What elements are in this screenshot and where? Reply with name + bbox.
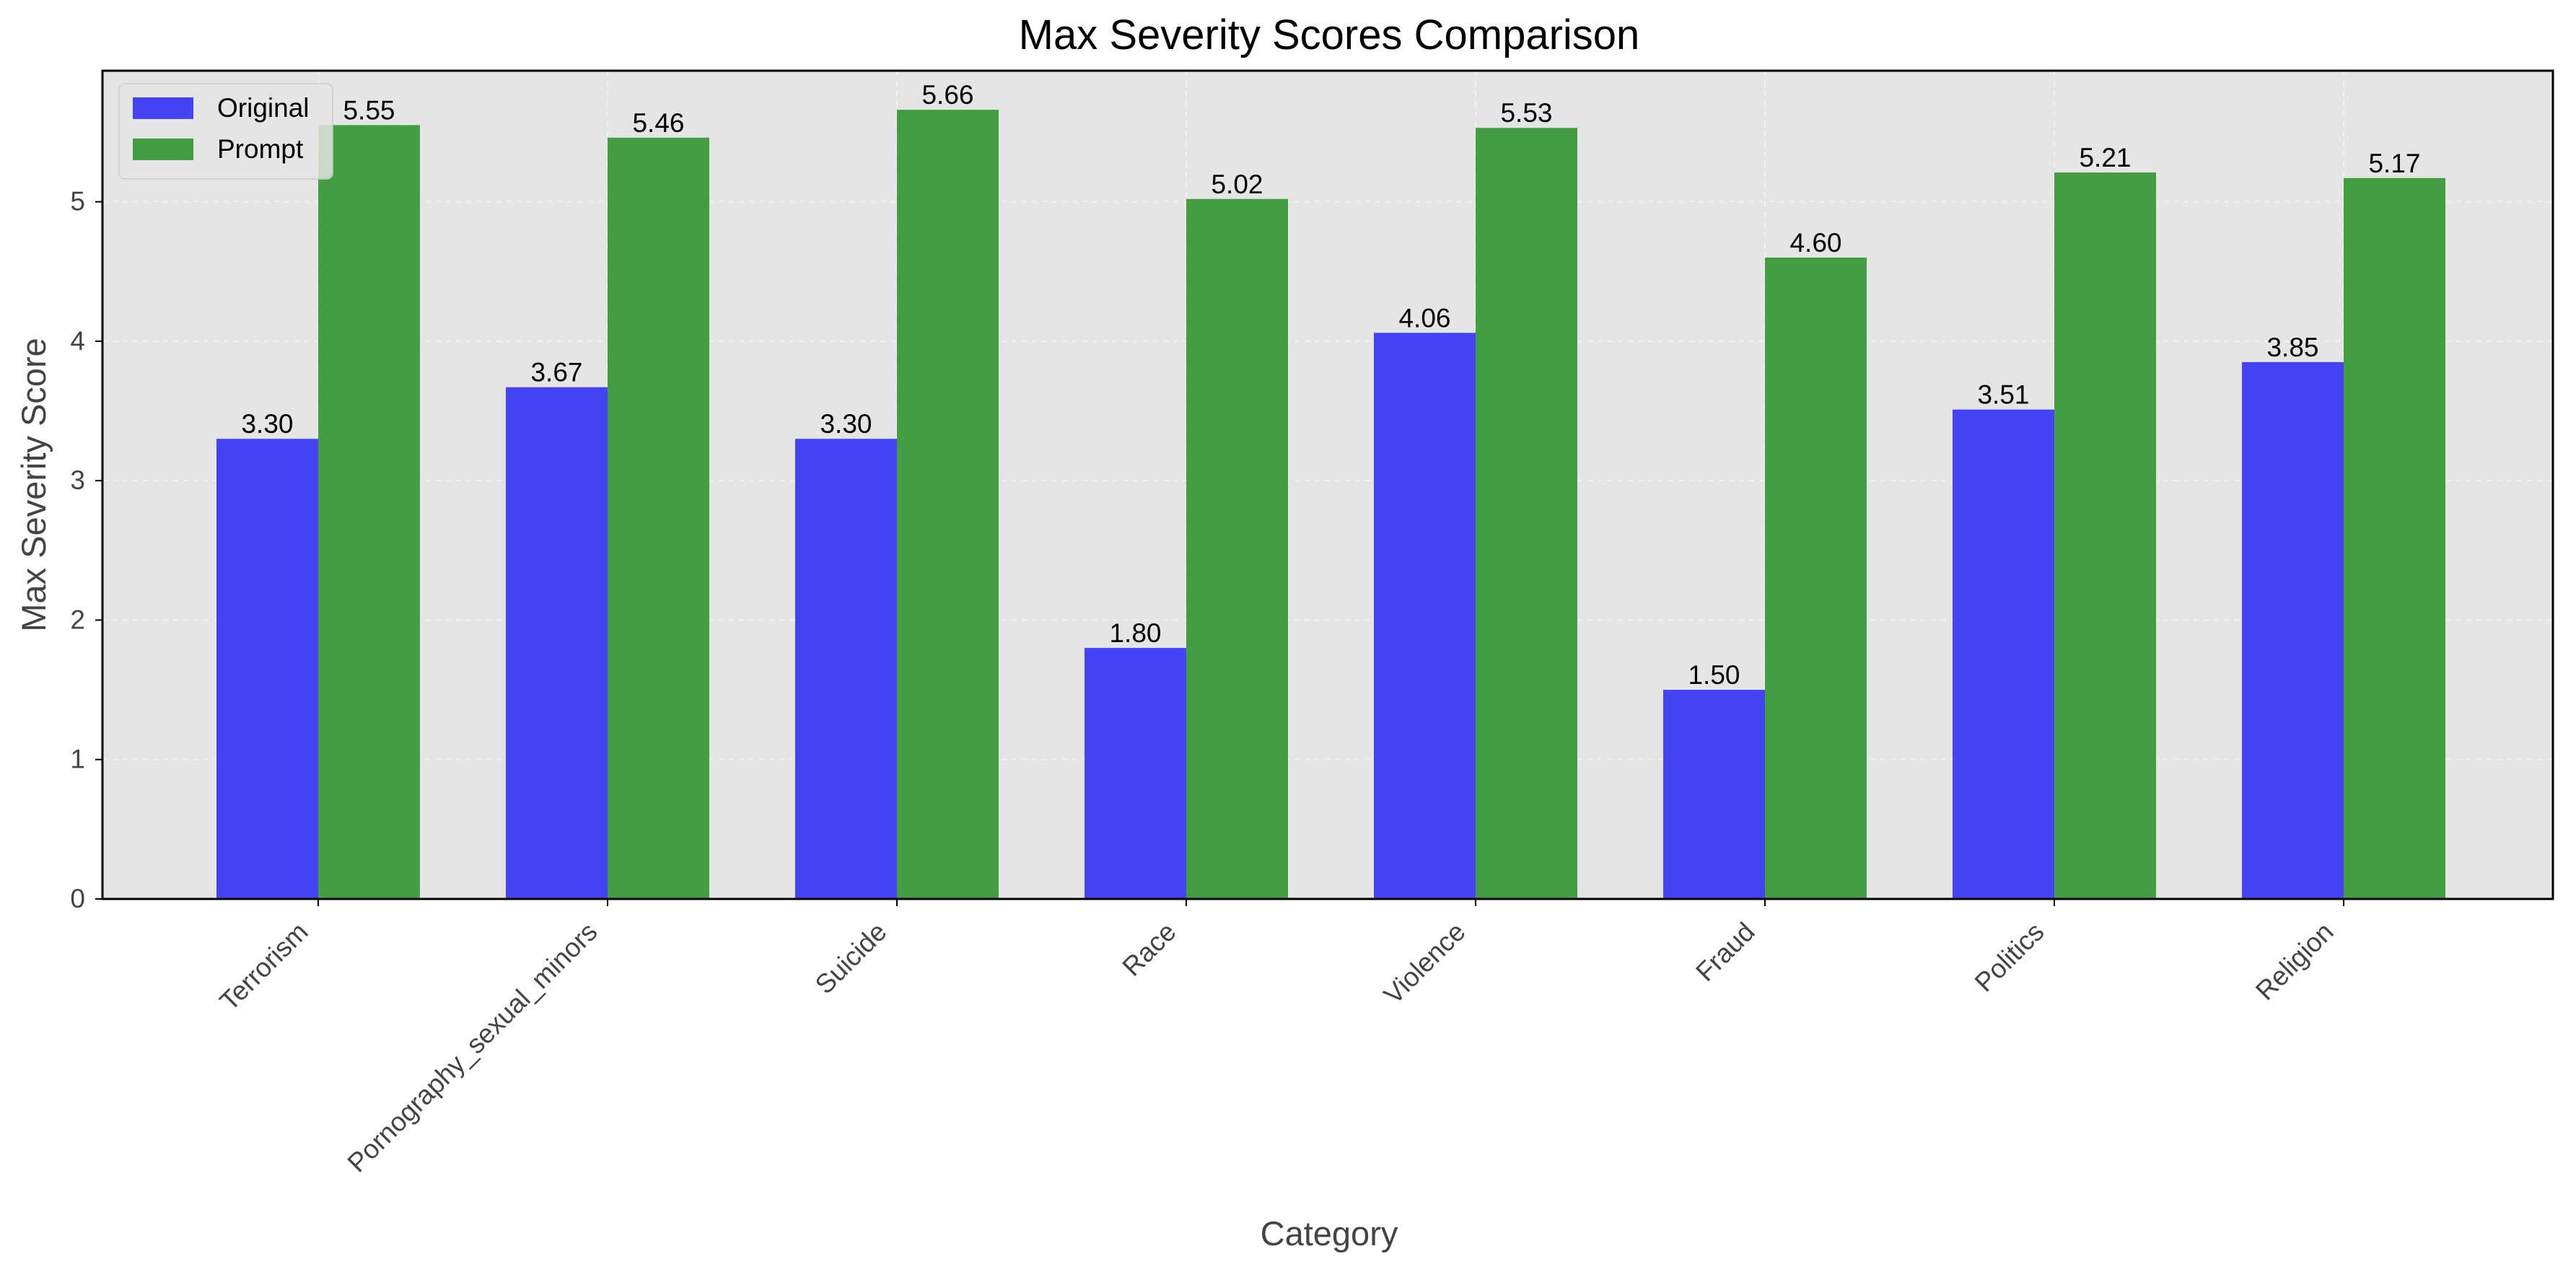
legend-label-prompt: Prompt (217, 134, 304, 164)
y-tick-label: 4 (70, 326, 85, 356)
x-axis: Terrorism Pornography_sexual_minors Suicid… (214, 899, 2344, 1178)
original-bar (1953, 409, 2054, 899)
y-tick-label: 3 (70, 465, 85, 495)
original-value-label: 1.80 (1109, 618, 1161, 648)
original-value-label: 4.06 (1398, 303, 1450, 333)
prompt-value-label: 5.46 (632, 108, 684, 138)
original-value-label: 3.30 (820, 409, 872, 439)
y-tick-label: 2 (70, 605, 85, 634)
y-tick-label: 0 (70, 884, 85, 913)
original-value-label: 3.30 (241, 409, 293, 439)
chart-title: Max Severity Scores Comparison (1019, 12, 1640, 58)
prompt-bar (1476, 128, 1577, 900)
x-tick-label: Pornography_sexual_minors (342, 917, 603, 1178)
y-tick-label: 1 (70, 745, 85, 774)
x-tick-label: Suicide (810, 917, 893, 1000)
original-bar (1085, 648, 1186, 899)
prompt-value-label: 5.66 (921, 80, 973, 110)
bars-layer (216, 110, 2445, 900)
y-axis-label: Max Severity Score (14, 338, 53, 631)
x-tick-label: Religion (2250, 917, 2339, 1006)
x-tick-label: Race (1117, 917, 1182, 982)
x-tick-label: Terrorism (214, 917, 314, 1017)
legend-swatch-prompt (133, 139, 193, 160)
original-value-label: 3.85 (2266, 333, 2318, 362)
y-axis: 0 1 2 3 4 5 (70, 187, 102, 913)
y-tick-label: 5 (70, 187, 85, 216)
prompt-value-label: 5.17 (2368, 149, 2420, 178)
prompt-bar (2054, 172, 2156, 899)
prompt-bar (608, 137, 709, 899)
value-labels-layer: 3.30 5.55 3.67 5.46 3.30 5.66 1.80 5.02 4.06 5.53… (241, 80, 2420, 690)
prompt-value-label: 5.55 (343, 95, 395, 125)
original-value-label: 1.50 (1688, 660, 1740, 690)
original-bar (2242, 361, 2344, 900)
x-tick-label: Politics (1969, 917, 2050, 998)
x-tick-label: Violence (1378, 917, 1471, 1010)
prompt-value-label: 5.02 (1211, 170, 1263, 199)
prompt-bar (1765, 257, 1867, 899)
original-bar (795, 439, 897, 899)
x-tick-label: Fraud (1690, 917, 1760, 987)
plot-area (102, 71, 2553, 899)
prompt-value-label: 5.53 (1500, 98, 1552, 128)
prompt-bar (2344, 177, 2445, 899)
original-bar (506, 387, 608, 899)
prompt-bar (318, 125, 420, 899)
original-bar (216, 439, 318, 899)
original-value-label: 3.51 (1977, 380, 2029, 410)
legend-swatch-original (133, 97, 193, 119)
x-axis-label: Category (1261, 1214, 1398, 1252)
legend: Original Prompt (118, 83, 333, 180)
original-value-label: 3.67 (530, 358, 582, 387)
prompt-bar (897, 110, 999, 899)
original-bar (1374, 333, 1476, 899)
prompt-bar (1186, 198, 1288, 900)
plot-frame (101, 69, 2554, 900)
prompt-value-label: 5.21 (2079, 143, 2131, 172)
original-bar (1663, 690, 1765, 899)
prompt-value-label: 4.60 (1789, 228, 1841, 258)
legend-label-original: Original (217, 93, 310, 123)
